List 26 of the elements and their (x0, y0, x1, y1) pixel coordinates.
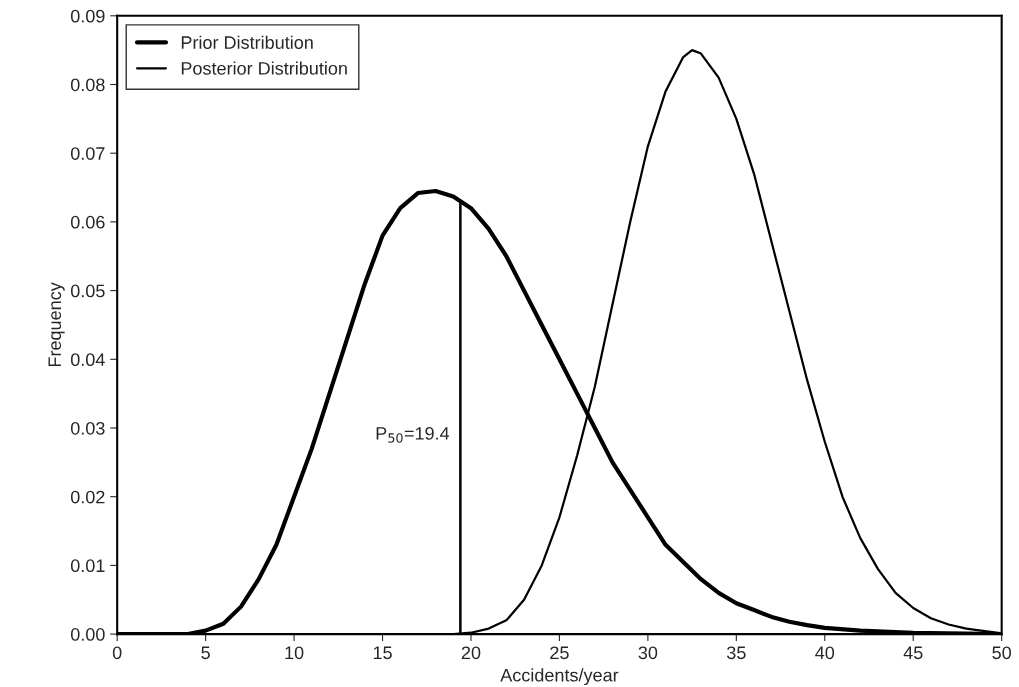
legend-label: Posterior Distribution (181, 61, 347, 75)
y-tick-label: 0.07 (70, 147, 105, 160)
y-tick-label: 0.02 (70, 490, 105, 504)
y-tick-label: 0.08 (70, 78, 105, 92)
y-tick-label: 0.03 (70, 421, 105, 435)
y-tick-label: 0.01 (70, 559, 105, 573)
y-tick-label: 0.06 (70, 215, 105, 229)
x-tick-label: 20 (461, 646, 481, 660)
x-tick-label: 30 (638, 646, 658, 660)
x-axis-title: Accidents/year (500, 668, 619, 686)
x-tick-label: 10 (285, 646, 304, 660)
x-tick-label: 0 (112, 646, 122, 660)
x-tick-label: 45 (903, 646, 923, 660)
x-tick-label: 40 (815, 646, 835, 660)
x-tick-label: 15 (373, 646, 392, 660)
y-tick-label: 0.09 (70, 9, 105, 23)
x-tick-label: 50 (992, 646, 1012, 660)
legend-label: Prior Distribution (181, 35, 313, 49)
x-tick-label: 35 (726, 646, 746, 660)
y-axis-title: Frequency (48, 282, 65, 367)
x-tick-label: 5 (201, 646, 210, 660)
ref-line-label: P$_{50}$=19.4 (376, 426, 450, 443)
x-tick-label: 25 (550, 646, 569, 660)
y-tick-label: 0.00 (70, 628, 105, 641)
y-tick-label: 0.04 (70, 353, 105, 367)
y-tick-label: 0.05 (70, 284, 105, 298)
